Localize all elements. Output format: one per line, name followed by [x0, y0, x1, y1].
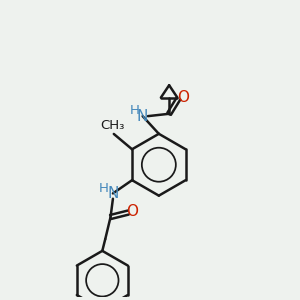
Text: O: O	[126, 204, 138, 219]
Text: CH₃: CH₃	[100, 119, 124, 133]
Text: N: N	[137, 109, 148, 124]
Text: H: H	[130, 104, 139, 117]
Text: H: H	[99, 182, 109, 195]
Text: O: O	[177, 90, 189, 105]
Text: N: N	[107, 186, 118, 201]
